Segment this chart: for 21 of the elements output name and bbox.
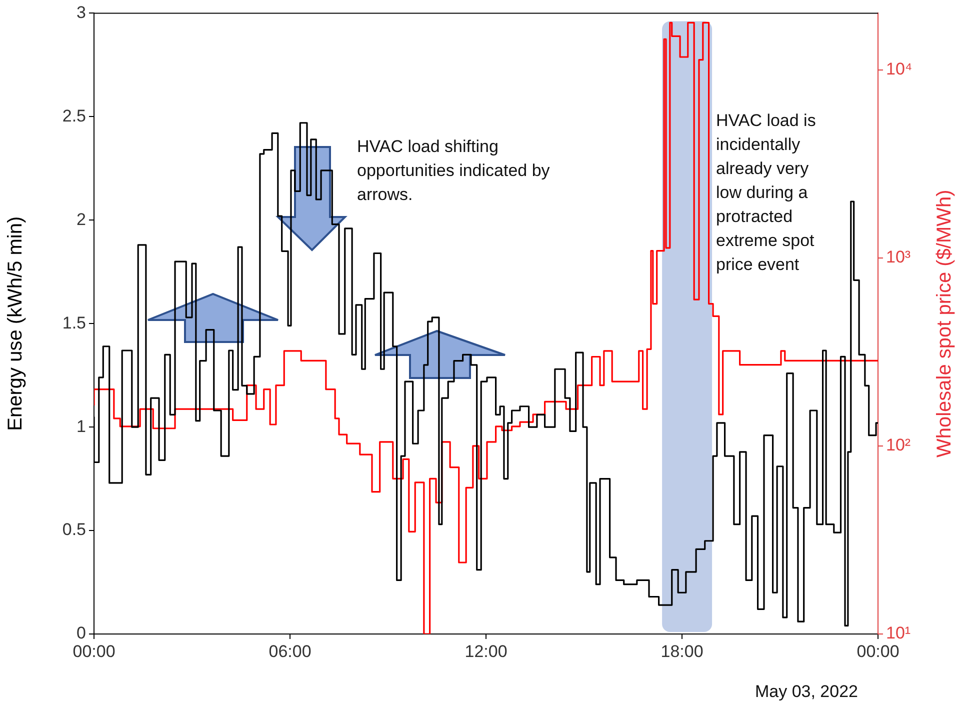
x-tick-label: 00:00 bbox=[72, 642, 116, 661]
y-tick-label: 0.5 bbox=[62, 520, 86, 540]
y2-tick-label: 10² bbox=[886, 436, 911, 455]
x-tick-label: 12:00 bbox=[464, 642, 508, 661]
text: May 03, 2022 bbox=[754, 682, 858, 701]
y2-axis-title: Wholesale spot price ($/MWh) bbox=[934, 190, 956, 458]
y-tick-label: 1 bbox=[76, 416, 86, 436]
x-tick-label: 18:00 bbox=[660, 642, 704, 661]
annotation: HVAC load is incidentally already very low during a protracted extreme spot price event bbox=[716, 111, 816, 274]
y-tick-label: 0 bbox=[76, 624, 86, 643]
y2-tick-label: 10³ bbox=[886, 248, 911, 267]
y-tick-label: 3 bbox=[76, 2, 86, 22]
y2-tick-label: 10⁴ bbox=[886, 60, 912, 78]
x-tick-label: 00:00 bbox=[856, 642, 900, 661]
y2-tick-label: 10¹ bbox=[886, 624, 911, 643]
y-tick-label: 2.5 bbox=[62, 106, 86, 126]
y-axis-title: Energy use (kWh/5 min) bbox=[4, 216, 27, 431]
annotation: HVAC load shifting opportunities indicated by arrows. bbox=[357, 137, 550, 204]
y-tick-label: 1.5 bbox=[62, 313, 86, 332]
x-tick-label: 06:00 bbox=[268, 642, 312, 661]
y-tick-label: 2 bbox=[76, 210, 86, 229]
